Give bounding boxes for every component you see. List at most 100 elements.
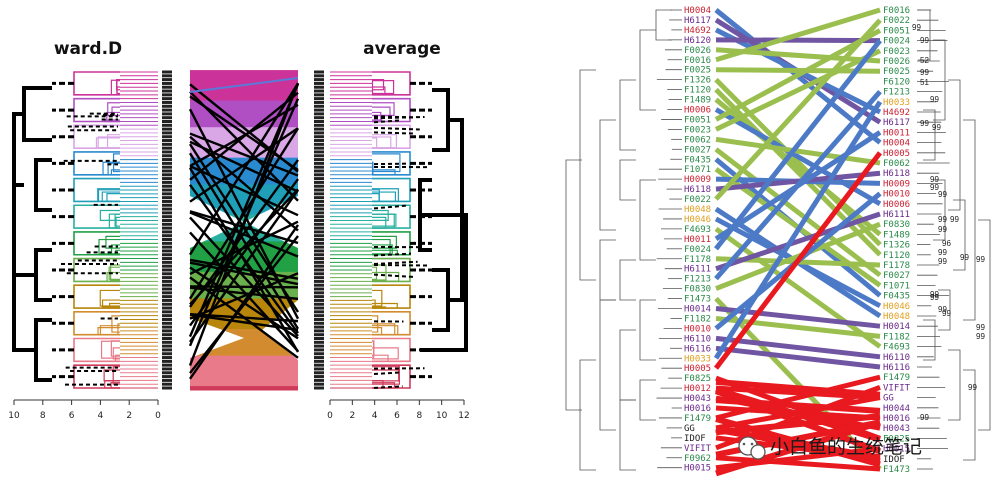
left-leaf-label: H0006 <box>684 106 711 116</box>
right-leaf-label: F0022 <box>883 16 910 26</box>
average-subclade <box>372 264 387 281</box>
average-leaf-label <box>314 352 324 356</box>
crossing-connector <box>189 77 299 93</box>
average-axis-tick-label: 12 <box>458 411 469 421</box>
ward-leaf-label <box>162 268 172 272</box>
taxon-connector <box>715 397 881 414</box>
ward-leaf-label <box>162 188 172 192</box>
left-leaf-label: H0004 <box>684 6 711 16</box>
bootstrap-value: 99 <box>920 36 929 45</box>
ward-leaf-label <box>162 222 172 226</box>
ward-leaf-label <box>162 340 172 344</box>
average-dashed-branch <box>373 204 408 210</box>
ward-leaf-label <box>162 89 172 93</box>
average-subclade <box>372 340 375 357</box>
average-leaf-label <box>314 108 324 112</box>
ribbon-band <box>190 359 298 364</box>
ward-leaf-label <box>162 276 172 280</box>
ward-leaf-label <box>162 226 172 230</box>
taxon-connector <box>715 378 881 398</box>
average-dashed-branch <box>373 126 420 131</box>
left-leaf-label: H0043 <box>684 394 711 404</box>
left-leaf-label: H0009 <box>684 175 711 185</box>
right-tree-clade <box>923 109 936 161</box>
ribbon-band <box>190 321 298 326</box>
average-leaf-label <box>314 317 324 321</box>
ward-leaf-label <box>162 119 172 123</box>
right-tree-clade <box>978 219 991 431</box>
ward-cluster <box>73 97 120 123</box>
ward-leaf-label <box>162 100 172 104</box>
left-leaf-label: H0046 <box>684 215 711 225</box>
right-leaf-label: VIFIT <box>883 383 911 393</box>
right-leaf-label: F6120 <box>883 77 910 87</box>
ribbon-band <box>190 332 298 338</box>
average-leaf-label <box>314 150 324 154</box>
left-leaf-label: H6117 <box>684 16 711 26</box>
left-dendrogram-title: ward.D <box>54 39 122 59</box>
average-leaf-label <box>314 158 324 162</box>
right-tree-clade <box>933 179 946 241</box>
ward-axis-tick-label: 8 <box>40 411 46 421</box>
average-dashed-branch <box>373 119 401 124</box>
right-leaf-label: H0010 <box>883 190 910 200</box>
ward-subclade <box>112 366 120 385</box>
left-leaf-label: F1489 <box>684 96 711 106</box>
right-leaf-label: H0043 <box>883 424 910 434</box>
ribbon-band <box>190 279 298 284</box>
average-leaf-label <box>314 161 324 165</box>
left-tree-clade <box>565 159 582 411</box>
ward-backbone <box>12 112 24 187</box>
right-leaf-label: F0051 <box>883 26 910 36</box>
average-leaf-label <box>314 196 324 200</box>
left-leaf-label: F0962 <box>684 454 711 464</box>
taxon-connector <box>715 67 881 74</box>
bootstrap-value: 99 <box>930 183 939 192</box>
ribbon-band <box>190 306 298 311</box>
ward-axis-tick-label: 10 <box>8 411 20 421</box>
ribbon-band <box>190 77 298 83</box>
average-subclade <box>372 102 395 117</box>
ward-leaf-label <box>162 165 172 169</box>
bootstrap-value: 99 <box>930 290 939 299</box>
ribbon-band <box>190 355 298 361</box>
ribbon-band <box>190 252 298 258</box>
average-leaf-label <box>314 173 324 177</box>
bootstrap-value: 99 <box>976 332 985 341</box>
taxon-connector <box>715 315 881 339</box>
bootstrap-value: 99 <box>930 175 939 184</box>
ribbon-band <box>190 313 298 319</box>
average-cluster <box>372 337 411 363</box>
right-leaf-label: F1071 <box>883 281 910 291</box>
ward-leaf-label <box>162 207 172 211</box>
ward-leaf-label <box>162 302 172 306</box>
average-backbone <box>432 88 450 152</box>
ribbon-band <box>190 89 298 94</box>
left-leaf-label: H6110 <box>684 334 711 344</box>
taxon-connector <box>715 374 881 421</box>
ward-backbone <box>22 86 52 142</box>
ward-leaf-label <box>162 257 172 261</box>
average-backbone <box>420 213 468 352</box>
ribbon-band <box>190 153 298 159</box>
average-leaf-label <box>314 207 324 211</box>
average-leaf-label <box>314 116 324 120</box>
average-axis-tick-label: 8 <box>416 411 422 421</box>
ward-leaf-label <box>162 199 172 203</box>
ribbon-band <box>190 115 298 121</box>
crossing-connector <box>189 184 299 334</box>
ribbon-band <box>190 96 298 102</box>
right-leaf-label: F1473 <box>883 465 910 475</box>
average-leaf-label <box>314 135 324 139</box>
average-leaf-label <box>314 321 324 325</box>
left-leaf-label: F0051 <box>684 115 711 125</box>
average-leaf-label <box>314 375 324 379</box>
right-leaf-label: H0016 <box>883 414 910 424</box>
ward-leaf-label <box>162 348 172 352</box>
average-dashed-branch <box>373 260 418 266</box>
average-dashed-branch <box>373 385 403 389</box>
average-subclade <box>372 235 397 249</box>
ward-subclade <box>112 153 120 173</box>
ward-leaf-label <box>162 135 172 139</box>
bootstrap-value: 99 <box>930 293 939 302</box>
